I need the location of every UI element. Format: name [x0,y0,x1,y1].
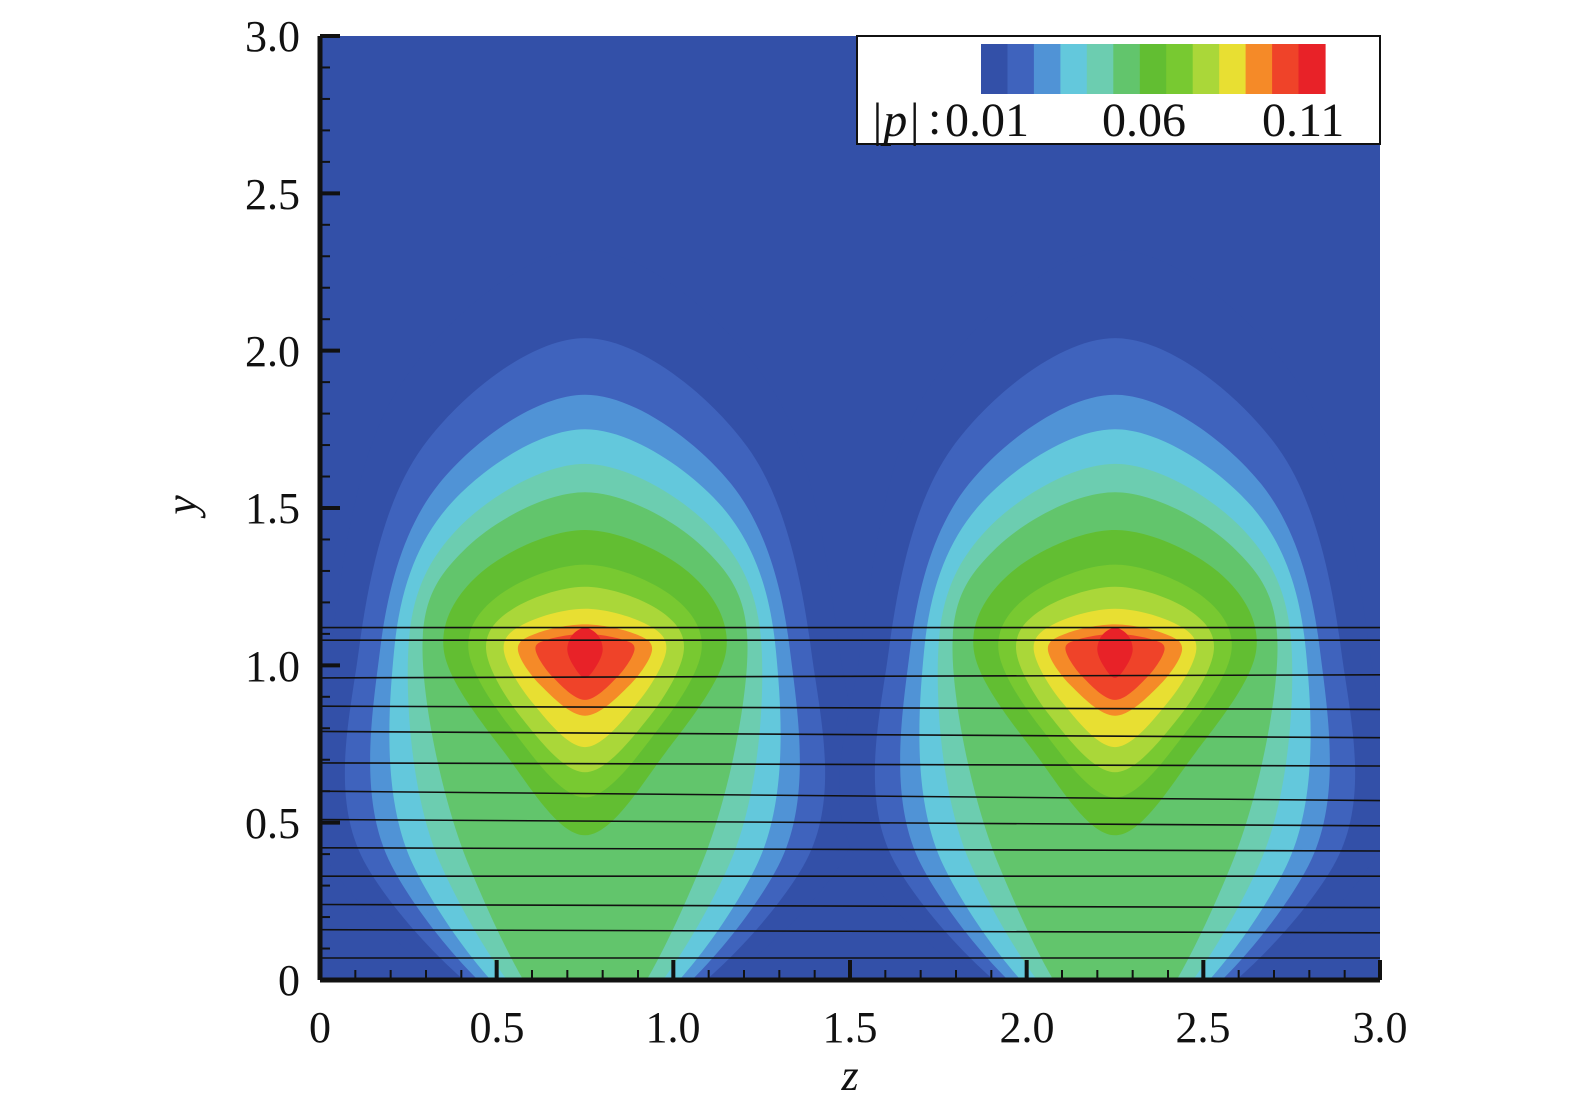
x-tick-label: 0.5 [470,1003,525,1052]
streamline [320,705,1380,711]
legend-swatch [1298,44,1326,94]
x-tick-labels: 0 0.5 1.0 1.5 2.0 2.5 3.0 [309,1003,1408,1052]
x-tick-label: 1.0 [646,1003,701,1052]
y-tick-label: 1.0 [245,642,300,691]
legend-label-max: 0.11 [1262,94,1344,147]
y-tick-label: 1.5 [245,484,300,533]
x-axis-title: z [840,1051,858,1100]
tick-group [318,34,1382,982]
streamline [320,762,1380,767]
legend-label-mid: 0.06 [1102,94,1186,147]
x-tick-label: 2.0 [1000,1003,1055,1052]
y-axis-title: y [157,495,206,519]
streamline [320,730,1380,739]
legend-swatch [1086,44,1114,94]
legend-swatch [1219,44,1247,94]
y-tick-label: 3.0 [245,12,300,61]
x-tick-label: 3.0 [1353,1003,1408,1052]
streamline [320,673,1380,679]
legend-label-min: 0.01 [945,94,1029,147]
streamline [320,846,1380,852]
legend-swatch [1007,44,1035,94]
legend-separator: : [928,92,941,145]
streamline [320,818,1380,827]
legend-swatch [1166,44,1194,94]
legend-swatch [1245,44,1273,94]
y-tick-label: 2.0 [245,327,300,376]
streamline [320,903,1380,909]
legend-swatch [1139,44,1167,94]
streamline [320,928,1380,934]
y-tick-label: 0.5 [245,799,300,848]
legend-colorbar [981,44,1326,94]
x-tick-label: 2.5 [1176,1003,1231,1052]
legend-swatch [1033,44,1061,94]
contour-field [320,250,1380,980]
streamline-group [320,626,1380,959]
legend-swatch [981,44,1009,94]
legend-symbol: |p| [870,94,920,147]
legend-swatch [1272,44,1300,94]
legend-swatch [1113,44,1141,94]
color-legend: |p| : 0.01 0.06 0.11 [856,35,1381,147]
y-tick-labels: 0 0.5 1.0 1.5 2.0 2.5 3.0 [245,12,300,1005]
x-tick-label: 1.5 [823,1003,878,1052]
x-tick-label: 0 [309,1003,331,1052]
y-tick-label: 0 [278,956,300,1005]
streamline [320,790,1380,802]
legend-swatch [1192,44,1220,94]
y-tick-label: 2.5 [245,170,300,219]
legend-swatch [1060,44,1088,94]
